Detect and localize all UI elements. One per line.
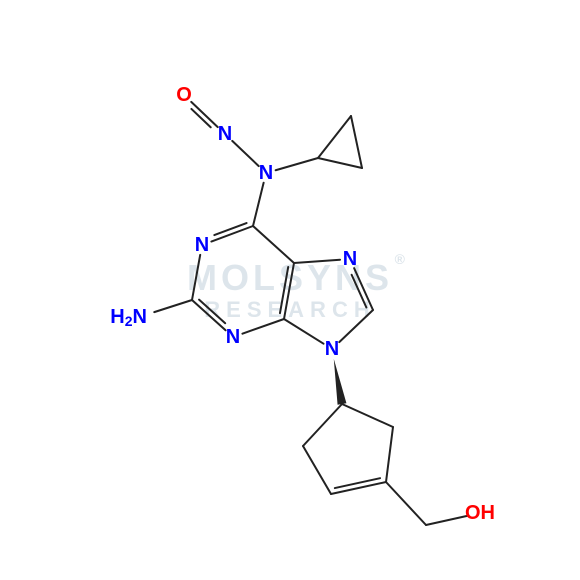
atom-label-o1: O [176,85,192,105]
atom-label-o23: OH [465,503,495,523]
atom-label-n10: N [226,327,240,347]
atom-label-n15: N [325,339,339,359]
atom-label-n13: N [343,249,357,269]
atom-label-n8: N [195,235,209,255]
atom-label-n3: N [259,163,273,183]
molecule-diagram [0,0,580,580]
atom-label-n16: H2N [110,307,147,328]
atom-label-n2: N [218,124,232,144]
